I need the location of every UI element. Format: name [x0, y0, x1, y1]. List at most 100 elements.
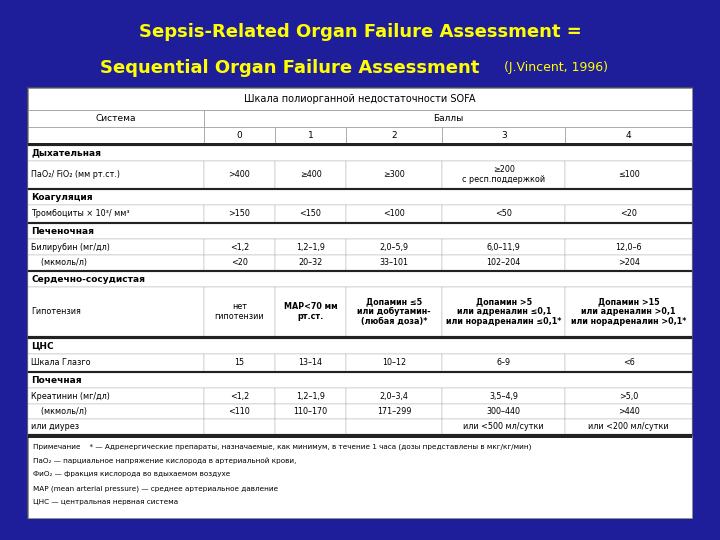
Text: 3,5–4,9: 3,5–4,9 [490, 392, 518, 401]
Text: ≥200
с респ.поддержкой: ≥200 с респ.поддержкой [462, 165, 545, 184]
Bar [204, 287, 275, 336]
Bar [28, 255, 204, 270]
Text: ≥400: ≥400 [300, 170, 321, 179]
Bar [275, 160, 346, 187]
Bar [28, 239, 204, 255]
Bar [442, 419, 565, 434]
Text: 2,0–3,4: 2,0–3,4 [379, 392, 409, 401]
Text: Коагуляция: Коагуляция [31, 193, 93, 202]
Text: 102–204: 102–204 [487, 258, 521, 267]
Bar [275, 354, 346, 371]
Text: ≥300: ≥300 [383, 170, 405, 179]
Text: Почечная: Почечная [31, 376, 81, 385]
Bar [28, 146, 692, 160]
Bar [565, 287, 692, 336]
Text: Шкала полиорганной недостаточности SOFA: Шкала полиорганной недостаточности SOFA [244, 94, 476, 104]
Bar [275, 127, 346, 143]
Bar [346, 255, 442, 270]
Bar [346, 160, 442, 187]
Bar [275, 404, 346, 419]
Bar [28, 419, 204, 434]
Text: MAP<70 мм
рт.ст.: MAP<70 мм рт.ст. [284, 302, 338, 321]
Text: 1: 1 [307, 131, 313, 140]
Bar [28, 354, 204, 371]
Text: <150: <150 [300, 209, 321, 218]
Text: 12,0–6: 12,0–6 [616, 243, 642, 252]
Bar [28, 436, 692, 437]
Text: 110–170: 110–170 [294, 407, 328, 416]
Text: <100: <100 [383, 209, 405, 218]
Bar [28, 270, 692, 273]
Bar [204, 354, 275, 371]
Bar [28, 205, 204, 222]
Text: 15: 15 [235, 357, 245, 367]
Text: Допамин >15
или адреналин >0,1
или норадреналин >0,1*: Допамин >15 или адреналин >0,1 или норад… [571, 297, 686, 326]
Text: 13–14: 13–14 [299, 357, 323, 367]
Bar [442, 354, 565, 371]
Text: MAP (mean arterial pressure) — среднее артериальное давление: MAP (mean arterial pressure) — среднее а… [33, 485, 278, 491]
Text: 3: 3 [501, 131, 507, 140]
Text: ФиO₂ — фракция кислорода во вдыхаемом воздухе: ФиO₂ — фракция кислорода во вдыхаемом во… [33, 471, 230, 477]
Text: (J.Vincent, 1996): (J.Vincent, 1996) [500, 62, 608, 75]
Text: 1,2–1,9: 1,2–1,9 [296, 392, 325, 401]
Text: Система: Система [96, 114, 136, 123]
Bar [204, 205, 275, 222]
Bar [28, 127, 204, 143]
Text: <1,2: <1,2 [230, 392, 249, 401]
Bar [204, 160, 275, 187]
Text: 6–9: 6–9 [497, 357, 510, 367]
Text: 4: 4 [626, 131, 631, 140]
Text: (мкмоль/л): (мкмоль/л) [31, 258, 87, 267]
Text: Гипотензия: Гипотензия [31, 307, 81, 316]
Bar [275, 419, 346, 434]
Bar [275, 255, 346, 270]
Bar [275, 388, 346, 404]
Bar [565, 239, 692, 255]
Bar [442, 388, 565, 404]
Text: Допамин >5
или адреналин ≤0,1
или норадреналин ≤0,1*: Допамин >5 или адреналин ≤0,1 или норадр… [446, 297, 562, 326]
Text: 1,2–1,9: 1,2–1,9 [296, 243, 325, 252]
Text: Допамин ≤5
или добутамин-
(любая доза)*: Допамин ≤5 или добутамин- (любая доза)* [357, 297, 431, 326]
Bar [204, 255, 275, 270]
Bar [565, 388, 692, 404]
Text: 10–12: 10–12 [382, 357, 406, 367]
Bar [28, 336, 692, 339]
Bar [204, 110, 692, 127]
Bar [28, 88, 692, 518]
Bar [28, 371, 692, 373]
Text: Примечание    * — Адренергические препараты, назначаемые, как минимум, в течение: Примечание * — Адренергические препараты… [33, 443, 531, 449]
Bar [28, 222, 692, 225]
Bar [28, 404, 204, 419]
Bar [565, 354, 692, 371]
Bar [28, 388, 204, 404]
Text: <20: <20 [620, 209, 637, 218]
Bar [565, 127, 692, 143]
Text: >400: >400 [229, 170, 251, 179]
Bar [28, 225, 692, 239]
Text: >440: >440 [618, 407, 639, 416]
Text: 2,0–5,9: 2,0–5,9 [379, 243, 409, 252]
Bar [565, 419, 692, 434]
Bar [346, 388, 442, 404]
Bar [204, 404, 275, 419]
Bar [442, 160, 565, 187]
Bar [204, 127, 275, 143]
Bar [442, 239, 565, 255]
Text: или <200 мл/сутки: или <200 мл/сутки [588, 422, 669, 431]
Bar [442, 127, 565, 143]
Bar [28, 436, 692, 518]
Text: <110: <110 [229, 407, 251, 416]
Text: ЦНС — центральная нервная система: ЦНС — центральная нервная система [33, 499, 178, 505]
Text: Дыхательная: Дыхательная [31, 148, 101, 158]
Bar [346, 354, 442, 371]
Bar [28, 187, 692, 190]
Text: ПаO₂/ FiO₂ (мм рт.ст.): ПаO₂/ FiO₂ (мм рт.ст.) [31, 170, 120, 179]
Bar [204, 239, 275, 255]
Text: >150: >150 [228, 209, 251, 218]
Bar [28, 110, 204, 127]
Text: 0: 0 [237, 131, 243, 140]
Text: Тромбоциты × 10³/ мм³: Тромбоциты × 10³/ мм³ [31, 209, 130, 218]
Text: ≤100: ≤100 [618, 170, 639, 179]
Bar [565, 160, 692, 187]
Bar [346, 127, 442, 143]
